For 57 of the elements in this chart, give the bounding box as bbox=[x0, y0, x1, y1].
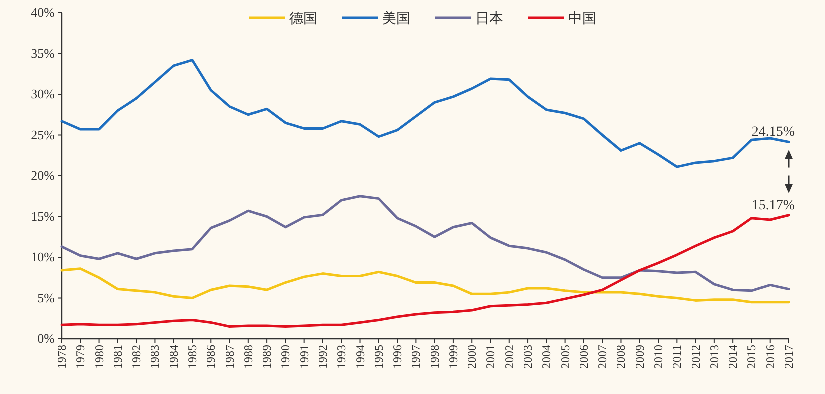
x-tick-label: 2001 bbox=[484, 345, 498, 369]
x-tick-label: 2007 bbox=[596, 345, 610, 369]
x-tick-label: 2015 bbox=[744, 345, 759, 369]
y-tick-label: 40% bbox=[31, 5, 56, 20]
y-tick-label: 20% bbox=[31, 168, 56, 183]
x-tick-label: 1987 bbox=[222, 345, 237, 369]
x-tick-label: 1996 bbox=[390, 345, 405, 369]
x-tick-label: 1978 bbox=[55, 345, 69, 369]
x-tick-label: 2011 bbox=[670, 345, 684, 369]
x-tick-label: 1980 bbox=[92, 345, 106, 369]
x-tick-label: 1989 bbox=[260, 345, 274, 369]
x-tick-label: 1998 bbox=[428, 345, 442, 369]
legend-label: 日本 bbox=[476, 11, 504, 27]
y-tick-label: 30% bbox=[31, 86, 56, 102]
y-tick-label: 5% bbox=[38, 290, 56, 306]
legend-label: 德国 bbox=[290, 11, 318, 27]
x-tick-label: 2005 bbox=[558, 345, 572, 369]
y-tick-label: 25% bbox=[31, 127, 56, 142]
x-tick-label: 2016 bbox=[763, 345, 778, 369]
x-tick-label: 1981 bbox=[110, 345, 125, 369]
x-tick-label: 2003 bbox=[521, 345, 536, 369]
x-tick-label: 1988 bbox=[241, 345, 256, 369]
x-tick-label: 2014 bbox=[726, 345, 740, 369]
x-tick-label: 1997 bbox=[409, 345, 424, 369]
x-tick-label: 1994 bbox=[353, 345, 368, 369]
y-tick-label: 0% bbox=[38, 331, 56, 346]
y-tick-label: 15% bbox=[31, 208, 56, 224]
x-tick-label: 1999 bbox=[446, 345, 460, 369]
x-tick-label: 1982 bbox=[130, 345, 144, 369]
x-tick-label: 1992 bbox=[316, 345, 330, 369]
x-tick-label: 1986 bbox=[204, 345, 218, 369]
x-tick-label: 1995 bbox=[372, 345, 386, 369]
legend-label: 美国 bbox=[382, 11, 410, 27]
x-tick-label: 2004 bbox=[540, 345, 554, 369]
x-tick-label: 2017 bbox=[782, 345, 796, 369]
x-tick-label: 1985 bbox=[185, 345, 200, 369]
annotation: 15.17% bbox=[752, 198, 796, 214]
x-tick-label: 1993 bbox=[334, 345, 349, 369]
x-tick-label: 2006 bbox=[576, 345, 591, 369]
x-tick-label: 1979 bbox=[74, 345, 88, 369]
x-tick-label: 1990 bbox=[278, 345, 293, 369]
x-tick-label: 2013 bbox=[707, 345, 722, 369]
x-tick-label: 2000 bbox=[465, 345, 480, 369]
y-tick-label: 10% bbox=[31, 250, 56, 264]
x-tick-label: 2008 bbox=[614, 345, 628, 369]
legend-label: 中国 bbox=[568, 11, 596, 27]
x-tick-label: 1983 bbox=[148, 345, 162, 369]
line-series bbox=[60, 268, 790, 304]
x-tick-label: 2009 bbox=[632, 345, 647, 369]
x-tick-label: 2010 bbox=[652, 345, 666, 369]
x-tick-label: 1991 bbox=[297, 345, 312, 369]
x-tick-label: 1984 bbox=[166, 345, 181, 369]
y-tick-label: 35% bbox=[31, 46, 56, 61]
annotation: 24.15% bbox=[752, 125, 796, 140]
line-series bbox=[60, 214, 790, 328]
x-tick-label: 2002 bbox=[502, 345, 516, 369]
x-tick-label: 2012 bbox=[688, 345, 703, 369]
